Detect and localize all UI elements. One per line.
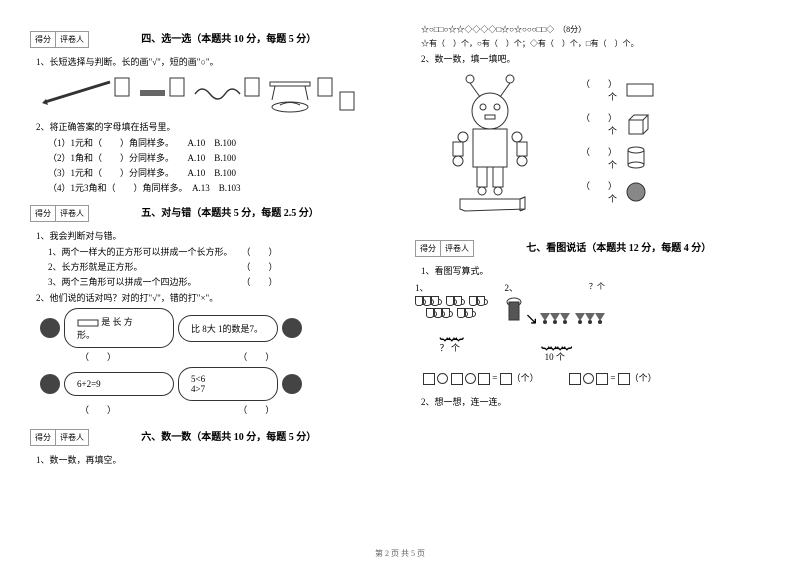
grader-label: 评卷人 [56, 430, 88, 445]
face-icon [282, 318, 302, 338]
shape-string: ☆○□□○☆☆◇◇◇◇□☆○☆○○○□□◇ （8分） [421, 24, 780, 35]
count-cyl: （ ）个 [575, 145, 617, 171]
b4b: 4>7 [191, 384, 205, 394]
s4-q1: 1、长短选择与判断。长的画"√"，短的画"○"。 [36, 55, 380, 68]
grader-label: 评卷人 [56, 206, 88, 221]
count-sphere: （ ）个 [575, 179, 617, 205]
bubble-3: 6+2=9 [64, 372, 174, 396]
opt3-text: （3）1元和（ ）分同样多。 [48, 168, 170, 178]
score-label: 得分 [31, 206, 56, 221]
s7-q2: 2、想一想，连一连。 [421, 395, 780, 408]
paren: （ ） [238, 352, 274, 362]
section6-title: 六、数一数（本题共 10 分，每题 5 分） [141, 432, 316, 443]
bubble-2: 比 8大 1的数是7。 [178, 315, 278, 342]
page-footer: 第 2 页 共 5 页 [0, 548, 800, 559]
opt1-a: A.10 [188, 138, 206, 148]
cups-group: 1、 ⏟⏟⏟ ？ 个 [415, 281, 485, 363]
shape-count-list: （ ）个 （ ）个 （ ）个 （ ）个 [575, 69, 655, 213]
bubble-1: 是 长 方 形。 [64, 308, 174, 348]
s5-q1: 1、我会判断对与错。 [36, 229, 380, 242]
opt4-b: B.103 [219, 183, 241, 193]
opt1-text: （1）1元和（ ）角同样多。 [48, 138, 170, 148]
count-rect: （ ）个 [575, 77, 617, 103]
label-2: 2、 [505, 283, 519, 293]
face-icon [40, 374, 60, 394]
b1-text: 是 长 方 [101, 317, 133, 327]
section7-title: 七、看图说话（本题共 12 分，每题 4 分） [526, 243, 711, 254]
face-icon [282, 374, 302, 394]
opt2-text: （2）1角和（ ）分同样多。 [48, 153, 170, 163]
face-icon [40, 318, 60, 338]
unit: （个） [630, 373, 657, 383]
section5-title: 五、对与错（本题共 5 分，每题 2.5 分） [141, 208, 319, 219]
label-1: 1、 [415, 283, 429, 293]
brace-icon: ⏟⏟⏟ [415, 320, 485, 341]
score-box-5: 得分 评卷人 [30, 205, 89, 222]
s5-sub1: 1、两个一样大的正方形可以拼成一个长方形。 （ ） [48, 245, 380, 258]
section4-title: 四、选一选（本题共 10 分，每题 5 分） [141, 34, 316, 45]
equals: = [492, 373, 497, 383]
paren: （ ） [238, 405, 274, 415]
grader-label: 评卷人 [441, 241, 473, 256]
right-column: ☆○□□○☆☆◇◇◇◇□☆○☆○○○□□◇ （8分） ☆有（ ）个，○有（ ）个… [400, 0, 800, 565]
robot-image [425, 69, 565, 229]
left-column: 得分 评卷人 四、选一选（本题共 10 分，每题 5 分） 1、长短选择与判断。… [0, 0, 400, 565]
paren: （ ） [80, 405, 116, 415]
s4-opts: （1）1元和（ ）角同样多。 A.10 B.100 （2）1角和（ ）分同样多。… [30, 136, 380, 194]
opt1-b: B.100 [214, 138, 236, 148]
score-label: 得分 [31, 430, 56, 445]
equation-row: = （个） = （个） [423, 371, 780, 385]
opt3-b: B.100 [214, 168, 236, 178]
s4-q2: 2、将正确答案的字母填在括号里。 [36, 120, 380, 133]
unit: （个） [512, 373, 539, 383]
shuttle-group: 2、 ？个 ↘ ⏟⏟⏟⏟ 10 个 [505, 281, 605, 363]
bubble-row-2: 6+2=9 5<6 4>7 [40, 367, 380, 401]
opt3-a: A.10 [188, 168, 206, 178]
paren: （ ） [80, 352, 116, 362]
score-box-6: 得分 评卷人 [30, 429, 89, 446]
qmark2: ？个 [589, 281, 605, 292]
score-label: 得分 [416, 241, 441, 256]
s7-q1: 1、看图写算式。 [421, 264, 780, 277]
opt4-text: （4）1元3角和（ ）角同样多。 [48, 183, 183, 193]
col2-q2: 2、数一数，填一填吧。 [421, 52, 780, 65]
bubble-4: 5<6 4>7 [178, 367, 278, 401]
b1-text2: 形。 [77, 330, 95, 340]
shape-answer: ☆有（ ）个，○有（ ）个；◇有（ ）个，□有（ ）个。 [421, 38, 780, 49]
s6-q1: 1、数一数，再填空。 [36, 453, 380, 466]
s5-sub2: 2、长方形就是正方形。 （ ） [48, 260, 380, 273]
opt2-b: B.100 [214, 153, 236, 163]
bubble-row-1: 是 长 方 形。 比 8大 1的数是7。 [40, 308, 380, 348]
score-label: 得分 [31, 32, 56, 47]
opt2-a: A.10 [188, 153, 206, 163]
b4a: 5<6 [191, 374, 205, 384]
equals: = [610, 373, 615, 383]
s5-q2: 2、他们说的话对吗？对的打"√"，错的打"×"。 [36, 291, 380, 304]
brace-icon: ⏟⏟⏟⏟ [505, 329, 605, 350]
score-box-7: 得分 评卷人 [415, 240, 474, 257]
qmark-label: ？ 个 [415, 341, 485, 354]
score-box-4: 得分 评卷人 [30, 31, 89, 48]
opt4-a: A.13 [192, 183, 210, 193]
ten-label: 10 个 [505, 350, 605, 363]
count-cube: （ ）个 [575, 111, 617, 137]
s5-sub3: 3、两个三角形可以拼成一个四边形。 （ ） [48, 275, 380, 288]
grader-label: 评卷人 [56, 32, 88, 47]
s4-image-row [40, 72, 380, 116]
